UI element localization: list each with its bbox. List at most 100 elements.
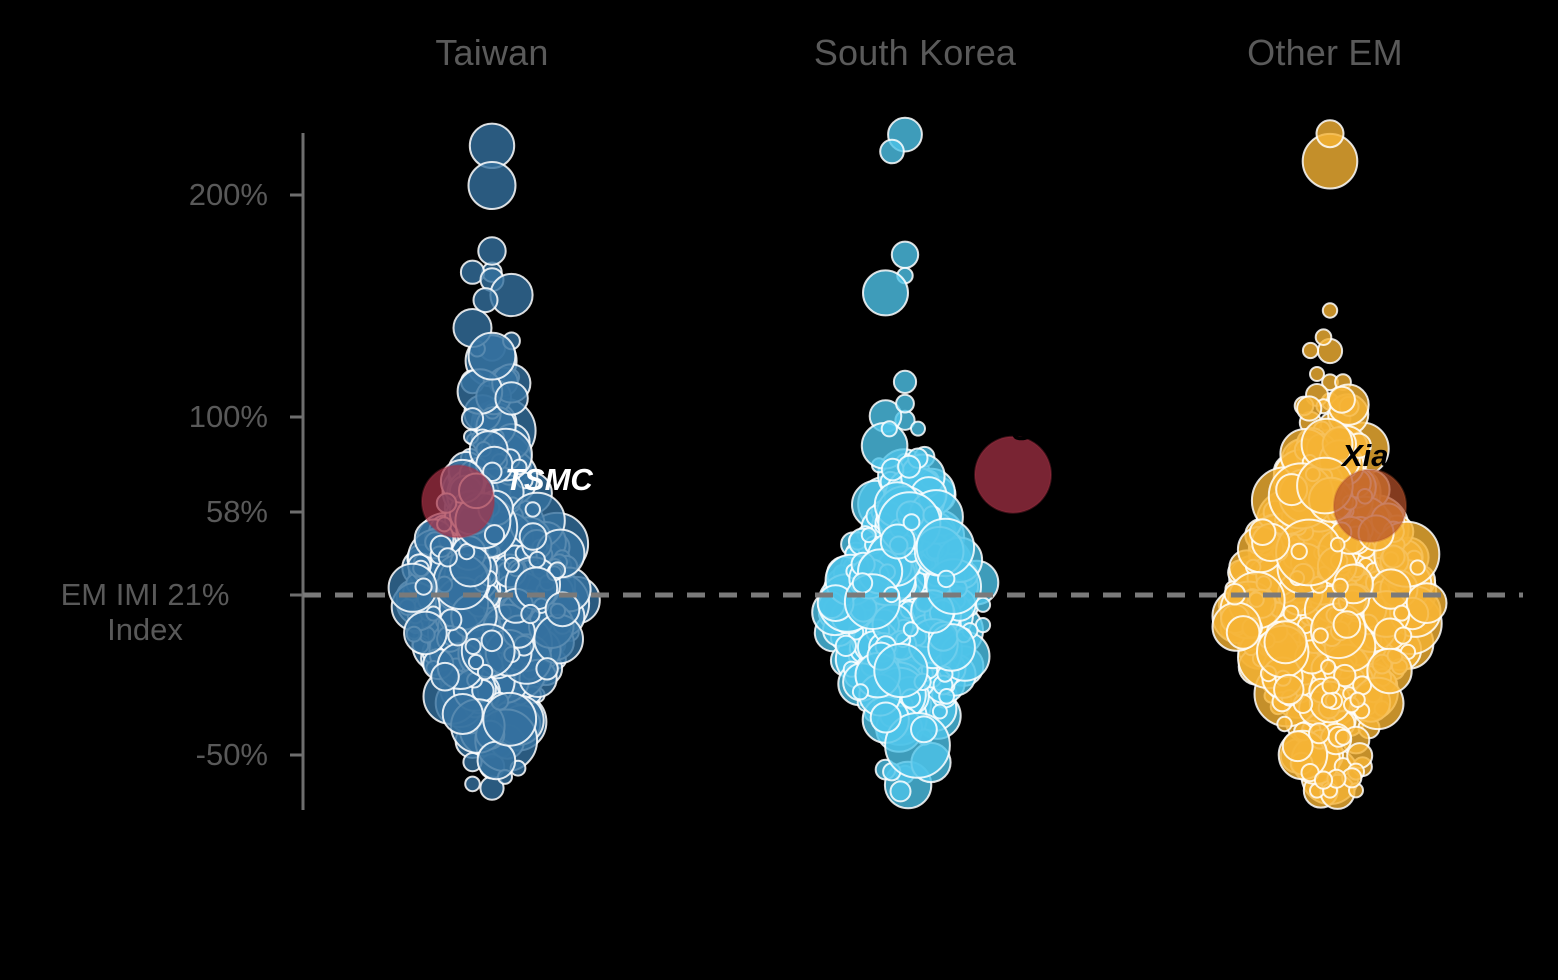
- data-point: [467, 331, 517, 381]
- data-point: [1320, 658, 1337, 675]
- data-point: [869, 701, 902, 734]
- data-point: [503, 556, 520, 573]
- series-other-em: [1211, 119, 1448, 810]
- data-point: [535, 657, 559, 681]
- em-imi-line-2: Index: [107, 612, 183, 648]
- data-point: [520, 603, 541, 625]
- highlight-layer: [421, 435, 1407, 543]
- data-point: [1366, 647, 1413, 695]
- data-point: [467, 653, 485, 671]
- data-point: [472, 287, 499, 314]
- data-point: [931, 703, 948, 720]
- data-point: [1314, 328, 1333, 347]
- series-south-korea: [811, 116, 1000, 810]
- data-point: [1327, 385, 1356, 414]
- data-point: [1290, 542, 1308, 561]
- panel-title-south-korea: South Korea: [813, 32, 1017, 73]
- data-point: [518, 522, 548, 551]
- data-point: [524, 501, 541, 518]
- highlight-point-tsmc: [421, 464, 495, 539]
- data-point: [1393, 604, 1411, 622]
- data-point: [464, 775, 481, 793]
- data-point: [387, 562, 438, 613]
- points-layer: [387, 116, 1448, 810]
- data-point: [1301, 341, 1320, 360]
- data-point: [879, 523, 916, 560]
- data-point: [1320, 692, 1338, 709]
- annotation-tsmc: TSMC: [505, 462, 593, 497]
- data-point: [889, 780, 912, 803]
- data-point: [1225, 615, 1261, 650]
- data-point: [902, 513, 921, 531]
- annotation-samsung: S: [1012, 412, 1033, 447]
- data-point: [1329, 536, 1346, 553]
- data-point: [879, 138, 905, 165]
- data-point: [1370, 568, 1412, 610]
- data-point: [441, 693, 484, 735]
- data-point: [1315, 119, 1345, 149]
- data-point: [890, 240, 920, 270]
- data-point: [476, 740, 517, 781]
- data-point: [467, 161, 517, 210]
- data-point: [910, 715, 938, 744]
- y-tick-label-minus-50: -50%: [195, 737, 268, 772]
- data-point: [897, 454, 922, 479]
- annotation-xiaomi: Xiao: [1342, 438, 1408, 473]
- data-point: [511, 458, 528, 476]
- data-point: [482, 461, 503, 482]
- y-tick-label-200: 200%: [188, 177, 268, 212]
- data-point: [1313, 770, 1334, 790]
- data-point: [460, 407, 485, 431]
- data-point: [403, 610, 448, 656]
- data-point: [483, 524, 506, 546]
- data-point: [1331, 577, 1349, 596]
- data-point: [1333, 663, 1357, 688]
- data-point: [873, 642, 929, 699]
- panel-title-other-em: Other EM: [1247, 32, 1403, 73]
- data-point: [862, 269, 909, 317]
- data-point: [437, 547, 458, 568]
- y-tick-label-100: 100%: [188, 399, 268, 434]
- data-point: [477, 236, 507, 266]
- data-point: [1332, 595, 1349, 612]
- data-point: [548, 561, 567, 580]
- data-point: [480, 629, 504, 653]
- data-point: [1273, 673, 1305, 706]
- panel-title-taiwan: Taiwan: [435, 32, 549, 73]
- data-point: [937, 569, 956, 589]
- data-point: [1349, 691, 1366, 708]
- highlight-point-samsung: [974, 435, 1052, 514]
- data-point: [1405, 582, 1448, 624]
- data-point: [1309, 366, 1325, 382]
- data-point: [1276, 715, 1293, 733]
- data-point: [430, 661, 460, 692]
- data-point: [414, 577, 433, 596]
- data-point: [528, 550, 546, 569]
- data-point: [1308, 722, 1330, 745]
- em-imi-line-1: EM IMI 21%: [60, 577, 230, 612]
- data-point: [1281, 730, 1314, 763]
- data-point: [910, 420, 926, 437]
- data-point: [1312, 627, 1329, 644]
- data-point: [880, 420, 898, 438]
- data-point: [544, 591, 581, 628]
- data-point: [851, 572, 874, 594]
- data-point: [1334, 728, 1352, 746]
- data-point: [1321, 676, 1341, 696]
- data-point: [902, 621, 919, 638]
- data-point: [1296, 395, 1323, 422]
- y-tick-label-em-imi-index: EM IMI 21% Index: [18, 577, 272, 648]
- y-tick-label-58: 58%: [205, 494, 268, 529]
- data-point: [476, 663, 494, 681]
- data-point: [895, 393, 915, 414]
- data-point: [1394, 626, 1413, 645]
- data-point: [851, 683, 870, 701]
- data-point: [464, 638, 482, 655]
- data-point: [927, 623, 976, 672]
- data-point: [938, 688, 955, 705]
- axis-layer: [290, 133, 1523, 810]
- data-point: [1321, 302, 1339, 319]
- data-point: [892, 369, 918, 394]
